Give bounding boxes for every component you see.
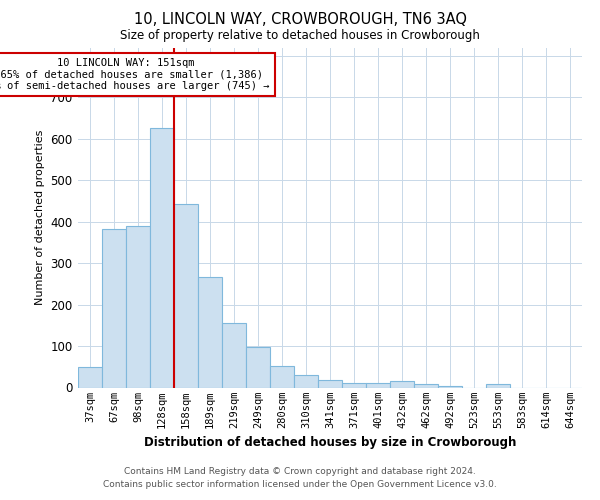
- Bar: [318, 380, 342, 388]
- Bar: [270, 366, 294, 388]
- Text: Contains HM Land Registry data © Crown copyright and database right 2024.
Contai: Contains HM Land Registry data © Crown c…: [103, 468, 497, 489]
- Bar: [150, 128, 174, 388]
- Bar: [174, 204, 198, 388]
- Bar: [222, 323, 246, 388]
- Bar: [390, 381, 414, 388]
- Bar: [78, 367, 102, 388]
- Text: 10 LINCOLN WAY: 151sqm
← 65% of detached houses are smaller (1,386)
35% of semi-: 10 LINCOLN WAY: 151sqm ← 65% of detached…: [0, 58, 270, 91]
- Bar: [366, 382, 390, 388]
- Bar: [198, 277, 222, 388]
- Y-axis label: Number of detached properties: Number of detached properties: [35, 130, 44, 305]
- Bar: [486, 384, 510, 388]
- Bar: [414, 384, 438, 388]
- Text: Size of property relative to detached houses in Crowborough: Size of property relative to detached ho…: [120, 29, 480, 42]
- X-axis label: Distribution of detached houses by size in Crowborough: Distribution of detached houses by size …: [144, 436, 516, 449]
- Bar: [126, 226, 150, 388]
- Bar: [102, 228, 126, 388]
- Bar: [438, 386, 462, 388]
- Text: 10, LINCOLN WAY, CROWBOROUGH, TN6 3AQ: 10, LINCOLN WAY, CROWBOROUGH, TN6 3AQ: [133, 12, 467, 28]
- Bar: [342, 382, 366, 388]
- Bar: [294, 375, 318, 388]
- Bar: [246, 347, 270, 388]
